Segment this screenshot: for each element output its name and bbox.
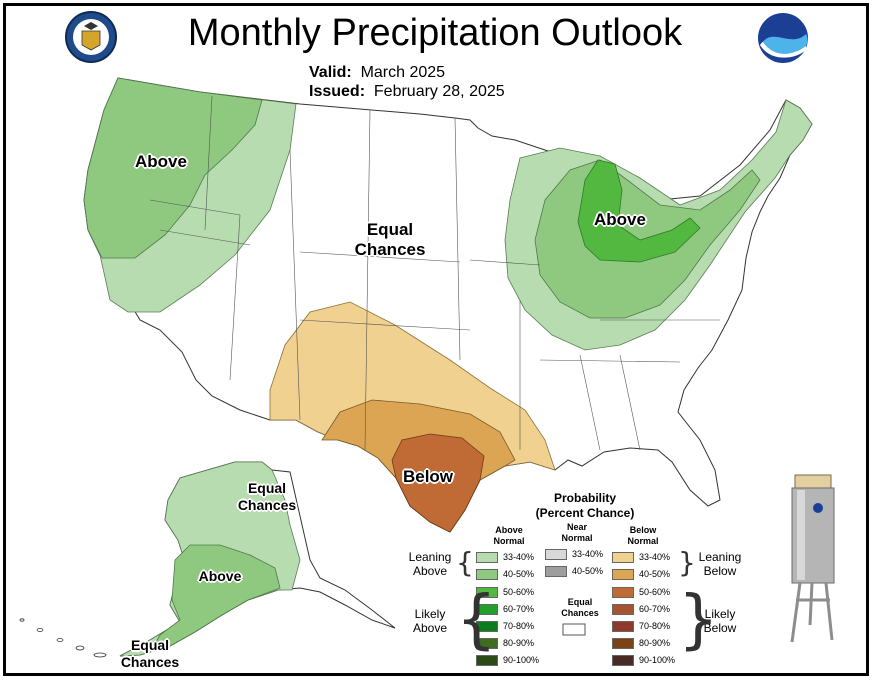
above-head-line2: Normal: [493, 536, 525, 546]
legend-title-line2: (Percent Chance): [535, 506, 635, 520]
above-range-label: 33-40%: [503, 552, 535, 562]
below-swatch: [612, 604, 634, 615]
above-swatch: [476, 587, 498, 598]
west-above-label: Above: [135, 152, 187, 171]
below-range-label: 50-60%: [639, 587, 671, 597]
aleutian-equal-line2: Chances: [120, 654, 180, 670]
likely-above-label: Likely Above: [400, 607, 460, 635]
east-above-50-60-region: [577, 159, 701, 263]
above-range-label: 50-60%: [503, 587, 535, 597]
near-head-line2: Normal: [561, 533, 593, 543]
central-equal-line1: Equal: [366, 220, 414, 239]
above-swatch: [476, 638, 498, 649]
valid-label: Valid:: [309, 64, 352, 81]
leaning-above-label: Leaning Above: [400, 550, 460, 578]
likely-below-brace: }: [678, 583, 719, 657]
south-below-50-60-region: [391, 433, 485, 533]
alaska-equal-line1: Equal: [247, 480, 287, 496]
leaning-above-line1: Leaning: [408, 550, 452, 564]
below-swatch: [612, 569, 634, 580]
texas-below-label: Below: [402, 467, 454, 486]
likely-below-line2: Below: [703, 621, 737, 635]
issued-line: Issued: February 28, 2025: [309, 83, 505, 101]
above-swatch: [476, 604, 498, 615]
near-swatch: [545, 566, 567, 577]
west-above-40-50-region: [83, 77, 263, 259]
near-swatch: [545, 549, 567, 560]
below-swatch: [612, 638, 634, 649]
likely-above-line1: Likely: [414, 607, 446, 621]
map-title: Monthly Precipitation Outlook: [187, 12, 683, 54]
below-head-line2: Normal: [627, 536, 659, 546]
below-swatch: [612, 655, 634, 666]
valid-line: Valid: March 2025: [309, 64, 445, 82]
aleutian-equal-chances-label: Equal Chances: [108, 637, 192, 671]
below-range-label: 90-100%: [639, 655, 676, 665]
likely-above-brace: {: [456, 583, 497, 657]
below-range-label: 60-70%: [639, 604, 671, 614]
alaska-above-40-50-region: [149, 544, 281, 653]
below-swatch: [612, 552, 634, 563]
great-lakes-above-label: Above: [594, 210, 646, 229]
above-swatch: [476, 569, 498, 580]
equal-line2: Chances: [561, 608, 599, 618]
leaning-below-label: Leaning Below: [690, 550, 750, 578]
leaning-above-line2: Above: [412, 564, 448, 578]
legend-title-line1: Probability: [553, 491, 616, 505]
valid-value: March 2025: [360, 64, 446, 81]
above-swatch: [476, 655, 498, 666]
above-swatch: [476, 552, 498, 563]
issued-label: Issued:: [309, 83, 366, 100]
central-equal-line2: Chances: [354, 240, 426, 259]
near-head-line1: Near: [566, 522, 587, 532]
alaska-above-label: Above: [198, 568, 242, 584]
above-head-line1: Above: [495, 525, 523, 535]
aleutian-islands: [19, 618, 107, 658]
noaa-logo-icon: [758, 13, 808, 63]
above-range-label: 60-70%: [503, 604, 535, 614]
legend-title: Probability (Percent Chance): [520, 491, 650, 521]
above-range-label: 80-90%: [503, 638, 535, 648]
legend-below-normal-head: Below Normal: [618, 525, 668, 547]
likely-below-line1: Likely: [704, 607, 736, 621]
above-range-label: 90-100%: [503, 655, 540, 665]
alaska-equal-chances-label: Equal Chances: [225, 480, 309, 514]
equal-line1: Equal: [567, 597, 593, 607]
central-equal-chances-label: Equal Chances: [340, 220, 440, 260]
below-range-label: 80-90%: [639, 638, 671, 648]
aleutian-equal-line1: Equal: [130, 637, 170, 653]
rain-gauge-image: [790, 474, 835, 643]
likely-above-line2: Above: [412, 621, 448, 635]
legend-near-normal-head: Near Normal: [552, 522, 602, 544]
leaning-below-line1: Leaning: [698, 550, 742, 564]
alaska-equal-line2: Chances: [237, 497, 297, 513]
leaning-below-line2: Below: [703, 564, 737, 578]
issued-value: February 28, 2025: [373, 83, 505, 100]
below-swatch: [612, 621, 634, 632]
below-swatch: [612, 587, 634, 598]
leaning-below-brace: }: [678, 546, 696, 579]
below-range-label: 40-50%: [639, 569, 671, 579]
above-range-label: 40-50%: [503, 569, 535, 579]
below-range-label: 70-80%: [639, 621, 671, 631]
near-range-label: 40-50%: [572, 566, 604, 576]
likely-below-label: Likely Below: [690, 607, 750, 635]
below-range-label: 33-40%: [639, 552, 671, 562]
legend-above-normal-head: Above Normal: [484, 525, 534, 547]
state-boundaries: [149, 95, 720, 451]
leaning-above-brace: {: [456, 546, 474, 579]
legend-equal-chances-head: Equal Chances: [555, 597, 605, 619]
commerce-seal-icon: [65, 11, 117, 63]
above-swatch: [476, 621, 498, 632]
above-range-label: 70-80%: [503, 621, 535, 631]
near-range-label: 33-40%: [572, 549, 604, 559]
legend-equal-chances-swatch: [562, 623, 586, 636]
below-head-line1: Below: [629, 525, 657, 535]
